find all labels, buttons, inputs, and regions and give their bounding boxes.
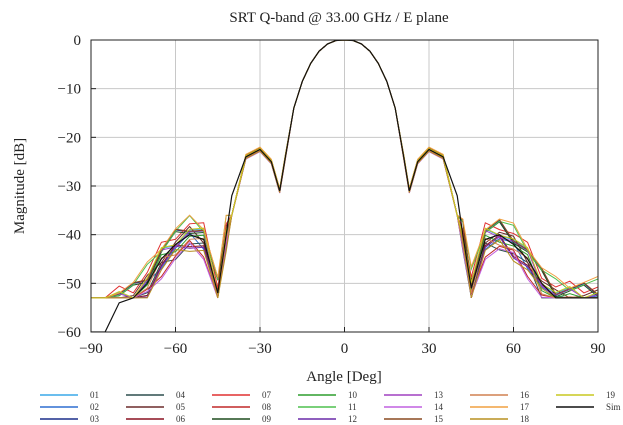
legend-label: 05 [176,402,186,412]
legend-label: 12 [348,414,357,424]
series-line-Sim [91,40,598,332]
legend-label: 04 [176,390,186,400]
x-tick-label: 60 [506,341,521,357]
y-tick-label: −50 [58,276,81,292]
legend-label: 09 [262,414,272,424]
series-layer [91,40,598,332]
legend-label: 08 [262,402,272,412]
legend-label: 15 [434,414,444,424]
legend-label: 02 [90,402,99,412]
legend-label: 13 [434,390,444,400]
series-line-04 [91,40,598,299]
legend-label: 07 [262,390,272,400]
series-line-14 [91,40,598,299]
x-tick-label: −90 [79,341,102,357]
y-ticks: 0 −10 −20 −30 −40 −50 −60 [58,33,96,341]
x-tick-label: −60 [164,341,187,357]
legend-label: 17 [520,402,530,412]
series-line-07 [91,40,598,299]
series-line-01 [91,40,598,299]
y-tick-label: −30 [58,179,81,195]
legend-label: 14 [434,402,444,412]
y-axis-label: Magnitude [dB] [12,138,28,234]
legend-label: 06 [176,414,186,424]
series-line-16 [91,40,598,299]
y-tick-label: 0 [74,33,82,49]
legend-label: Sim [606,402,621,412]
y-tick-label: −60 [58,325,81,341]
chart-title: SRT Q-band @ 33.00 GHz / E plane [229,10,449,26]
series-line-08 [91,40,598,299]
legend-label: 03 [90,414,100,424]
x-tick-label: 90 [591,341,606,357]
series-line-12 [91,40,598,299]
legend-label: 19 [606,390,616,400]
series-line-18 [91,40,598,299]
x-ticks: −90 −60 −30 0 30 60 90 [79,327,606,357]
x-tick-label: 0 [341,341,349,357]
legend-label: 01 [90,390,99,400]
legend-label: 16 [520,390,530,400]
series-line-11 [91,40,598,299]
legend-label: 18 [520,414,530,424]
legend-label: 10 [348,390,358,400]
series-line-19 [91,40,598,299]
series-line-06 [91,40,598,299]
grid [90,39,599,333]
legend-label: 11 [348,402,357,412]
x-tick-label: 30 [422,341,437,357]
x-tick-label: −30 [248,341,271,357]
y-tick-label: −40 [58,228,81,244]
legend: 01 02 03 04 05 06 07 08 09 10 11 12 13 14 15 16 17 18 19 Si… [40,390,621,424]
series-line-17 [91,40,598,299]
x-axis-label: Angle [Deg] [306,369,381,385]
y-tick-label: −10 [58,82,81,98]
y-tick-label: −20 [58,130,81,146]
